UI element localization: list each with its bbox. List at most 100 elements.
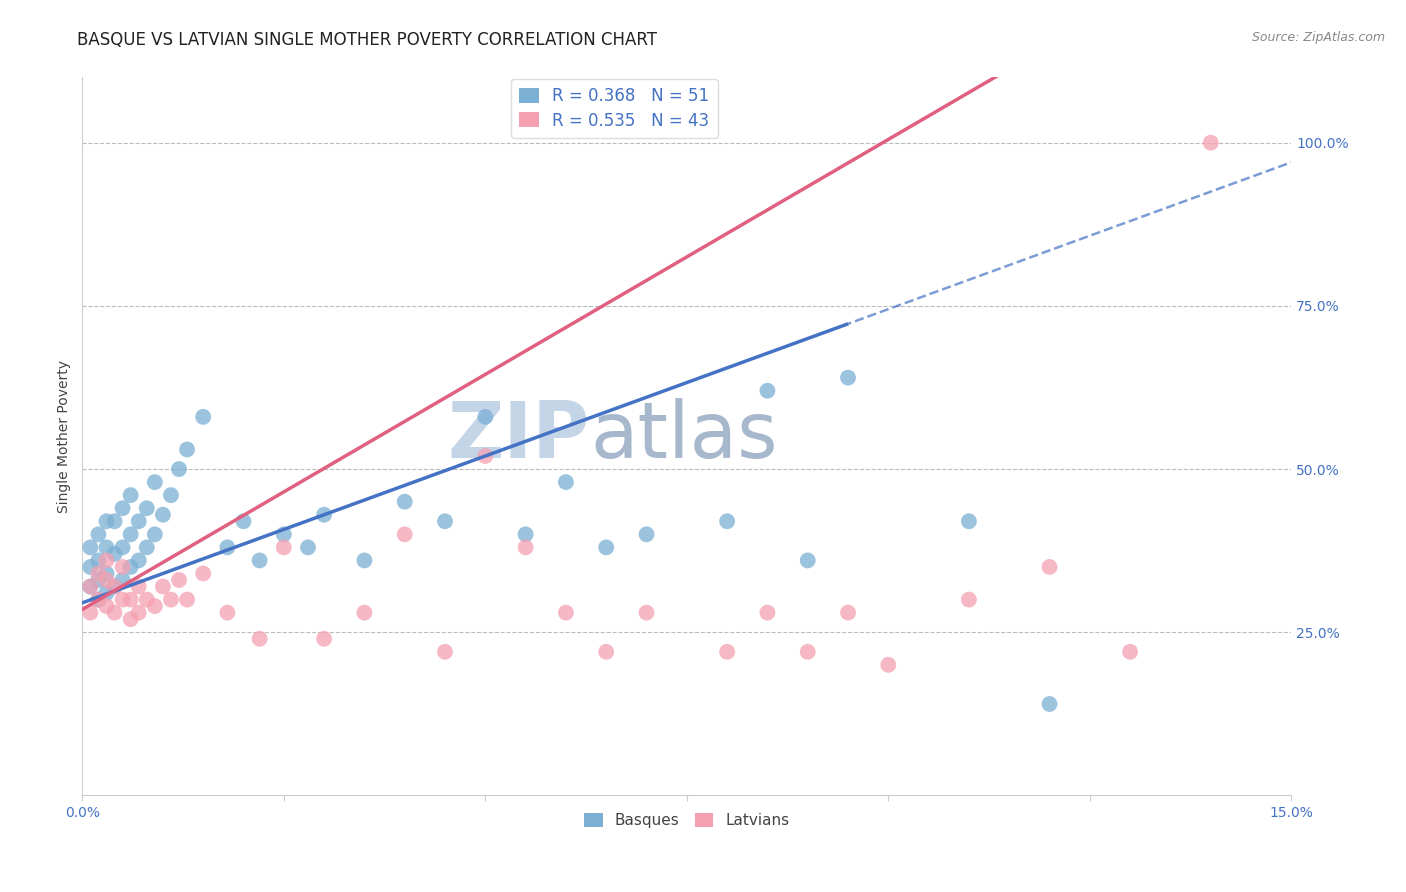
Point	[120, 527, 142, 541]
Point	[143, 599, 166, 614]
Point	[143, 527, 166, 541]
Point	[143, 475, 166, 489]
Point	[273, 527, 295, 541]
Point	[434, 514, 457, 528]
Point	[434, 645, 457, 659]
Point	[152, 580, 174, 594]
Point	[595, 645, 617, 659]
Point	[796, 645, 818, 659]
Point	[128, 580, 150, 594]
Point	[135, 501, 157, 516]
Point	[111, 592, 134, 607]
Point	[103, 514, 125, 528]
Point	[87, 592, 110, 607]
Point	[394, 527, 416, 541]
Point	[87, 527, 110, 541]
Point	[636, 527, 658, 541]
Point	[756, 384, 779, 398]
Point	[796, 553, 818, 567]
Point	[957, 514, 980, 528]
Y-axis label: Single Mother Poverty: Single Mother Poverty	[58, 359, 72, 513]
Point	[120, 560, 142, 574]
Point	[128, 606, 150, 620]
Point	[79, 580, 101, 594]
Point	[96, 573, 118, 587]
Point	[353, 606, 375, 620]
Point	[554, 475, 576, 489]
Point	[756, 606, 779, 620]
Point	[595, 541, 617, 555]
Point	[135, 592, 157, 607]
Point	[96, 586, 118, 600]
Point	[128, 553, 150, 567]
Point	[636, 606, 658, 620]
Point	[1199, 136, 1222, 150]
Point	[87, 573, 110, 587]
Point	[716, 514, 738, 528]
Point	[120, 488, 142, 502]
Point	[1038, 697, 1060, 711]
Point	[111, 541, 134, 555]
Point	[273, 541, 295, 555]
Point	[167, 462, 190, 476]
Point	[96, 514, 118, 528]
Point	[160, 592, 183, 607]
Point	[515, 527, 537, 541]
Point	[103, 606, 125, 620]
Point	[837, 370, 859, 384]
Point	[152, 508, 174, 522]
Point	[394, 494, 416, 508]
Point	[1119, 645, 1142, 659]
Point	[96, 553, 118, 567]
Point	[87, 566, 110, 581]
Point	[837, 606, 859, 620]
Point	[96, 599, 118, 614]
Point	[176, 592, 198, 607]
Point	[193, 409, 215, 424]
Point	[103, 580, 125, 594]
Point	[87, 592, 110, 607]
Point	[957, 592, 980, 607]
Point	[79, 580, 101, 594]
Point	[111, 573, 134, 587]
Point	[716, 645, 738, 659]
Point	[232, 514, 254, 528]
Point	[193, 566, 215, 581]
Text: atlas: atlas	[591, 399, 778, 475]
Point	[128, 514, 150, 528]
Point	[249, 553, 271, 567]
Point	[111, 560, 134, 574]
Point	[474, 449, 496, 463]
Point	[120, 592, 142, 607]
Point	[1038, 560, 1060, 574]
Point	[515, 541, 537, 555]
Point	[217, 606, 239, 620]
Point	[111, 501, 134, 516]
Point	[135, 541, 157, 555]
Point	[87, 553, 110, 567]
Point	[120, 612, 142, 626]
Point	[474, 409, 496, 424]
Point	[160, 488, 183, 502]
Text: ZIP: ZIP	[449, 399, 591, 475]
Point	[314, 632, 336, 646]
Point	[79, 541, 101, 555]
Point	[79, 560, 101, 574]
Point	[103, 547, 125, 561]
Point	[167, 573, 190, 587]
Point	[176, 442, 198, 457]
Point	[103, 580, 125, 594]
Point	[554, 606, 576, 620]
Point	[877, 657, 900, 672]
Text: Source: ZipAtlas.com: Source: ZipAtlas.com	[1251, 31, 1385, 45]
Point	[96, 541, 118, 555]
Point	[79, 606, 101, 620]
Legend: Basques, Latvians: Basques, Latvians	[578, 807, 796, 834]
Point	[96, 566, 118, 581]
Text: BASQUE VS LATVIAN SINGLE MOTHER POVERTY CORRELATION CHART: BASQUE VS LATVIAN SINGLE MOTHER POVERTY …	[77, 31, 658, 49]
Point	[249, 632, 271, 646]
Point	[297, 541, 319, 555]
Point	[217, 541, 239, 555]
Point	[353, 553, 375, 567]
Point	[314, 508, 336, 522]
